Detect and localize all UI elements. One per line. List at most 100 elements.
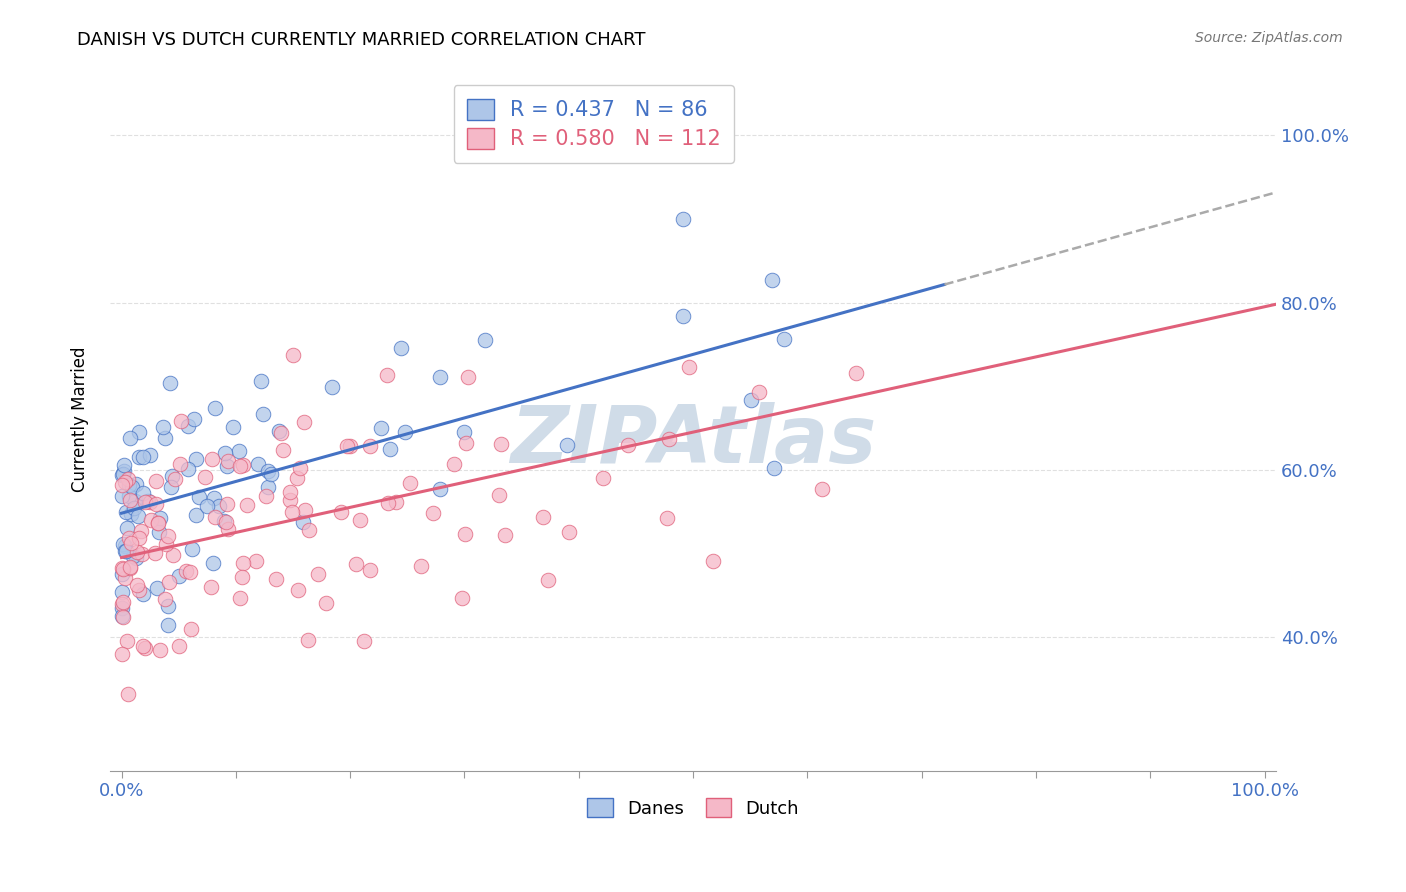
- Point: [250, 374, 273, 388]
- Point: [443, 457, 465, 471]
- Point: [537, 573, 560, 587]
- Point: [132, 486, 155, 500]
- Point: [229, 459, 252, 474]
- Point: [195, 500, 218, 514]
- Point: [179, 565, 201, 579]
- Point: [117, 687, 139, 701]
- Point: [120, 535, 142, 549]
- Point: [176, 418, 198, 433]
- Point: [115, 521, 138, 535]
- Point: [245, 554, 267, 568]
- Point: [114, 543, 136, 558]
- Point: [111, 601, 134, 615]
- Point: [214, 514, 236, 528]
- Point: [111, 585, 134, 599]
- Point: [114, 571, 136, 585]
- Point: [117, 471, 139, 485]
- Point: [112, 467, 135, 481]
- Point: [128, 531, 150, 545]
- Point: [215, 515, 238, 529]
- Point: [298, 524, 321, 538]
- Point: [359, 439, 381, 453]
- Point: [204, 401, 226, 415]
- Text: DANISH VS DUTCH CURRENTLY MARRIED CORRELATION CHART: DANISH VS DUTCH CURRENTLY MARRIED CORREL…: [77, 31, 645, 49]
- Point: [112, 458, 135, 472]
- Point: [170, 414, 193, 428]
- Point: [672, 309, 695, 323]
- Point: [120, 560, 142, 574]
- Text: ZIPAtlas: ZIPAtlas: [510, 401, 876, 480]
- Point: [153, 431, 176, 445]
- Y-axis label: Currently Married: Currently Married: [72, 347, 89, 492]
- Point: [121, 549, 143, 563]
- Point: [254, 489, 277, 503]
- Point: [111, 648, 134, 662]
- Point: [128, 583, 150, 598]
- Point: [120, 507, 142, 521]
- Point: [204, 510, 226, 524]
- Point: [678, 360, 700, 375]
- Point: [378, 442, 401, 457]
- Point: [124, 499, 146, 513]
- Text: Source: ZipAtlas.com: Source: ZipAtlas.com: [1195, 31, 1343, 45]
- Point: [160, 480, 183, 494]
- Point: [111, 608, 134, 623]
- Point: [370, 421, 392, 435]
- Point: [160, 468, 183, 483]
- Point: [111, 610, 134, 624]
- Point: [281, 506, 304, 520]
- Point: [315, 596, 337, 610]
- Point: [145, 474, 167, 488]
- Point: [283, 348, 305, 362]
- Point: [184, 452, 207, 467]
- Point: [208, 500, 231, 514]
- Point: [132, 639, 155, 653]
- Point: [111, 467, 134, 482]
- Point: [271, 443, 294, 458]
- Point: [149, 511, 172, 525]
- Point: [127, 508, 149, 523]
- Point: [702, 554, 724, 568]
- Point: [457, 369, 479, 384]
- Point: [748, 384, 770, 399]
- Point: [336, 439, 359, 453]
- Point: [174, 564, 197, 578]
- Point: [202, 556, 225, 570]
- Point: [531, 510, 554, 524]
- Point: [773, 333, 796, 347]
- Point: [157, 617, 180, 632]
- Point: [399, 476, 422, 491]
- Point: [217, 497, 239, 511]
- Point: [128, 450, 150, 464]
- Point: [163, 472, 186, 486]
- Point: [121, 480, 143, 494]
- Point: [155, 537, 177, 551]
- Point: [115, 633, 138, 648]
- Point: [488, 487, 510, 501]
- Point: [114, 539, 136, 553]
- Point: [156, 529, 179, 543]
- Point: [118, 531, 141, 545]
- Point: [146, 582, 169, 596]
- Point: [494, 527, 516, 541]
- Point: [353, 633, 375, 648]
- Point: [453, 425, 475, 439]
- Point: [260, 467, 283, 481]
- Point: [762, 461, 785, 475]
- Point: [146, 516, 169, 530]
- Point: [232, 458, 254, 473]
- Point: [120, 431, 142, 445]
- Point: [200, 452, 222, 467]
- Point: [321, 380, 343, 394]
- Point: [278, 484, 301, 499]
- Point: [229, 591, 252, 606]
- Point: [231, 570, 253, 584]
- Point: [124, 493, 146, 508]
- Point: [152, 420, 174, 434]
- Point: [167, 639, 190, 653]
- Point: [290, 461, 312, 475]
- Point: [118, 492, 141, 507]
- Point: [155, 592, 177, 607]
- Point: [134, 640, 156, 655]
- Point: [115, 505, 138, 519]
